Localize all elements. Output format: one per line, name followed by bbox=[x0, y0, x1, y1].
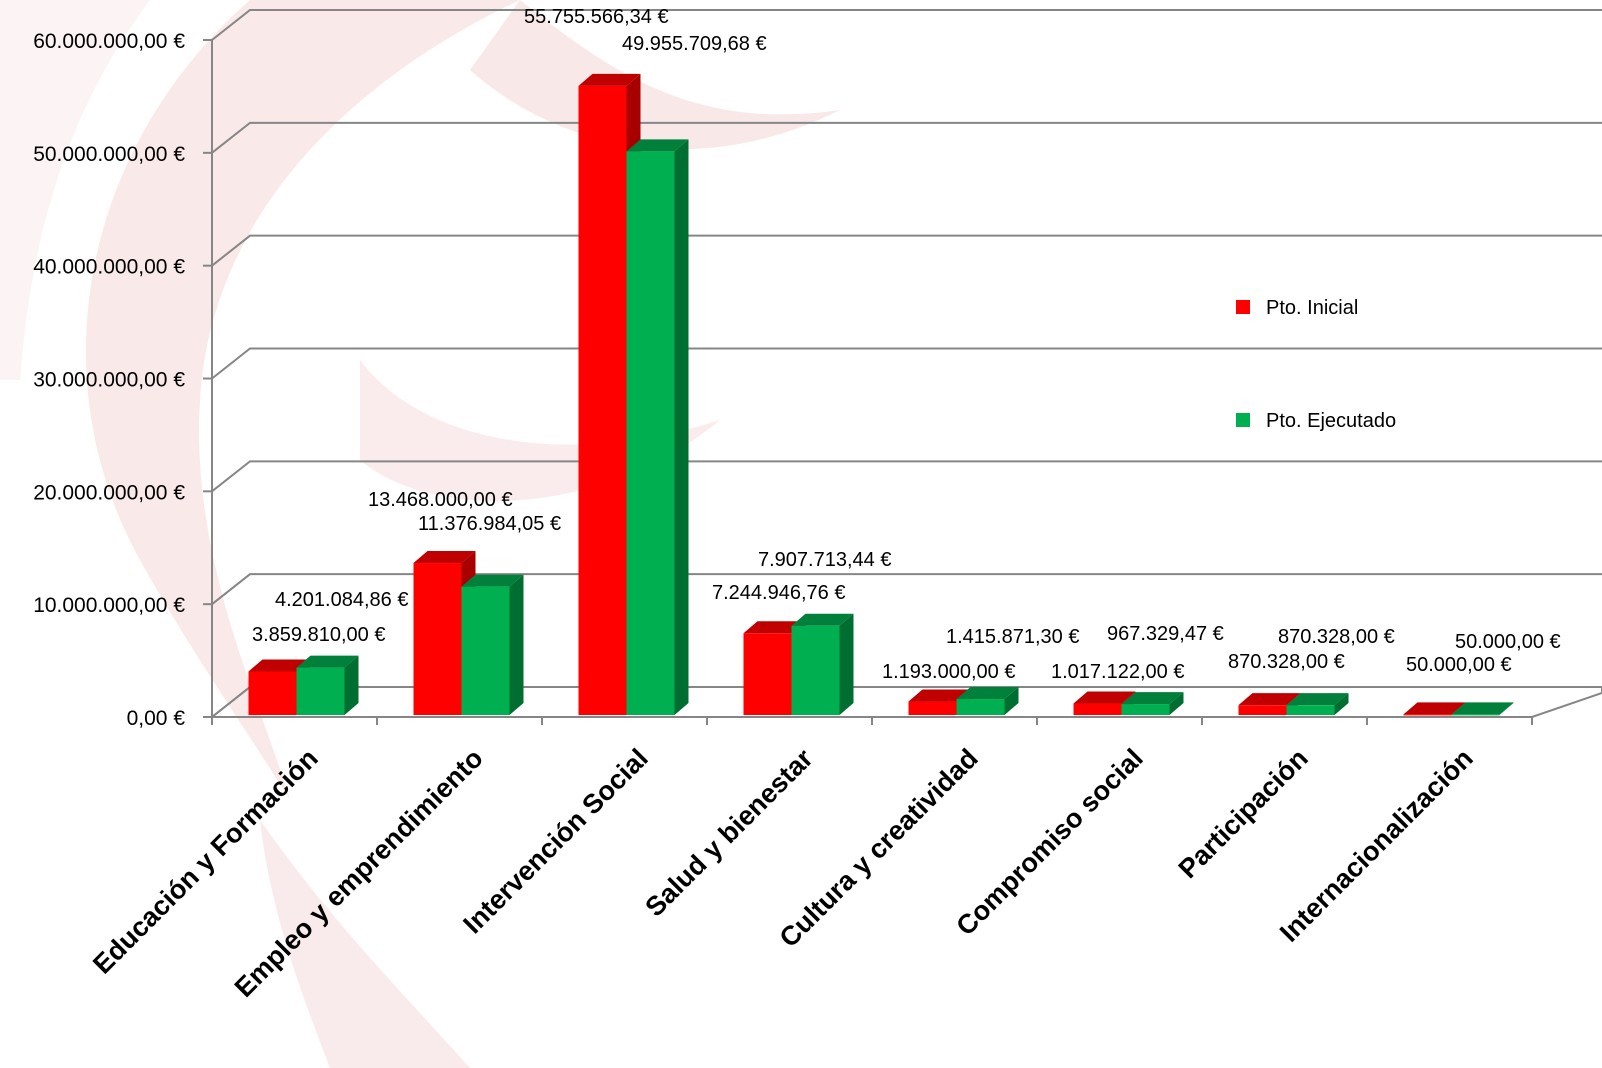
data-label-ejecutado: 11.376.984,05 € bbox=[418, 513, 561, 535]
gridline bbox=[211, 347, 1602, 380]
y-tick-label: 50.000.000,00 € bbox=[33, 143, 185, 166]
data-label-ejecutado: 1.415.871,30 € bbox=[946, 626, 1079, 648]
data-label-inicial: 50.000,00 € bbox=[1406, 654, 1512, 676]
data-label-inicial: 1.193.000,00 € bbox=[882, 661, 1015, 683]
data-label-ejecutado: 4.201.084,86 € bbox=[275, 589, 408, 611]
y-tick-label: 40.000.000,00 € bbox=[33, 256, 185, 279]
y-tick-label: 10.000.000,00 € bbox=[33, 594, 185, 617]
x-category-label: Internacionalización bbox=[1274, 743, 1479, 948]
gridline bbox=[211, 234, 1602, 267]
gridline bbox=[211, 460, 1602, 493]
data-label-inicial: 1.017.122,00 € bbox=[1051, 661, 1184, 683]
gridline bbox=[211, 9, 1602, 41]
data-label-inicial: 3.859.810,00 € bbox=[252, 624, 385, 646]
x-category-label: Intervención Social bbox=[457, 743, 653, 939]
data-label-inicial: 13.468.000,00 € bbox=[368, 489, 513, 511]
y-tick-label: 20.000.000,00 € bbox=[33, 481, 185, 504]
legend-item: Pto. Inicial bbox=[1236, 297, 1358, 319]
data-label-ejecutado: 7.907.713,44 € bbox=[758, 549, 891, 571]
bars bbox=[248, 73, 1514, 716]
x-category-label: Compromiso social bbox=[950, 743, 1148, 941]
data-label-inicial: 7.244.946,76 € bbox=[712, 582, 845, 604]
data-labels: 3.859.810,00 € 13.468.000,00 € 55.755.566,… bbox=[252, 6, 1561, 683]
bar-inicial bbox=[908, 689, 971, 715]
x-category-label: Salud y bienestar bbox=[639, 743, 819, 923]
y-tick-label: 60.000.000,00 € bbox=[33, 30, 185, 53]
gridline bbox=[211, 121, 1602, 154]
legend-swatch bbox=[1236, 413, 1250, 427]
bar-ejecutado bbox=[791, 613, 854, 715]
data-label-inicial: 55.755.566,34 € bbox=[524, 6, 669, 28]
bar-ejecutado bbox=[1286, 693, 1349, 715]
data-label-ejecutado: 967.329,47 € bbox=[1107, 623, 1224, 645]
axes: 0,00 € 10.000.000,00 € 20.000.000,00 € 30.0… bbox=[33, 30, 1602, 730]
data-label-inicial: 870.328,00 € bbox=[1228, 651, 1345, 673]
legend-label: Pto. Ejecutado bbox=[1266, 410, 1396, 432]
bar-ejecutado bbox=[1121, 692, 1184, 715]
bar-ejecutado bbox=[296, 655, 359, 715]
y-tick-label: 0,00 € bbox=[127, 707, 186, 730]
bar-inicial bbox=[248, 659, 311, 715]
x-category-label: Participación bbox=[1173, 743, 1314, 884]
y-tick-label: 30.000.000,00 € bbox=[33, 369, 185, 392]
legend-item: Pto. Ejecutado bbox=[1236, 410, 1396, 432]
data-label-ejecutado: 870.328,00 € bbox=[1278, 626, 1395, 648]
bar-ejecutado bbox=[626, 139, 689, 715]
data-label-ejecutado: 50.000,00 € bbox=[1455, 631, 1561, 653]
data-label-ejecutado: 49.955.709,68 € bbox=[622, 33, 767, 55]
legend-label: Pto. Inicial bbox=[1266, 297, 1358, 319]
bar-ejecutado bbox=[956, 687, 1019, 715]
legend: Pto. Inicial Pto. Ejecutado bbox=[1236, 297, 1396, 432]
bar-ejecutado bbox=[461, 574, 524, 715]
legend-swatch bbox=[1236, 300, 1250, 314]
bar-ejecutado bbox=[1451, 702, 1514, 716]
gridline bbox=[211, 573, 1602, 605]
